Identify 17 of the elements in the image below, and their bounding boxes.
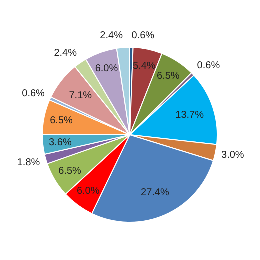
data-label: 3.6% [49,138,72,149]
data-label: 13.7% [176,110,204,122]
data-label: 0.6% [22,88,46,100]
data-label: 6.0% [95,64,118,75]
data-label: 1.8% [17,157,40,168]
data-label: 6.0% [76,186,100,198]
data-label: 5.4% [133,61,156,72]
data-label: 0.6% [197,60,220,72]
data-label: 6.5% [157,71,180,82]
data-label: 6.5% [58,166,82,177]
data-label: 7.1% [69,90,92,102]
data-label: 2.4% [100,30,124,42]
data-label: 3.0% [222,150,244,162]
data-label: 27.4% [141,188,170,198]
data-label: 6.5% [50,115,73,126]
data-label: 0.6% [132,30,155,42]
data-label: 2.4% [54,48,78,59]
